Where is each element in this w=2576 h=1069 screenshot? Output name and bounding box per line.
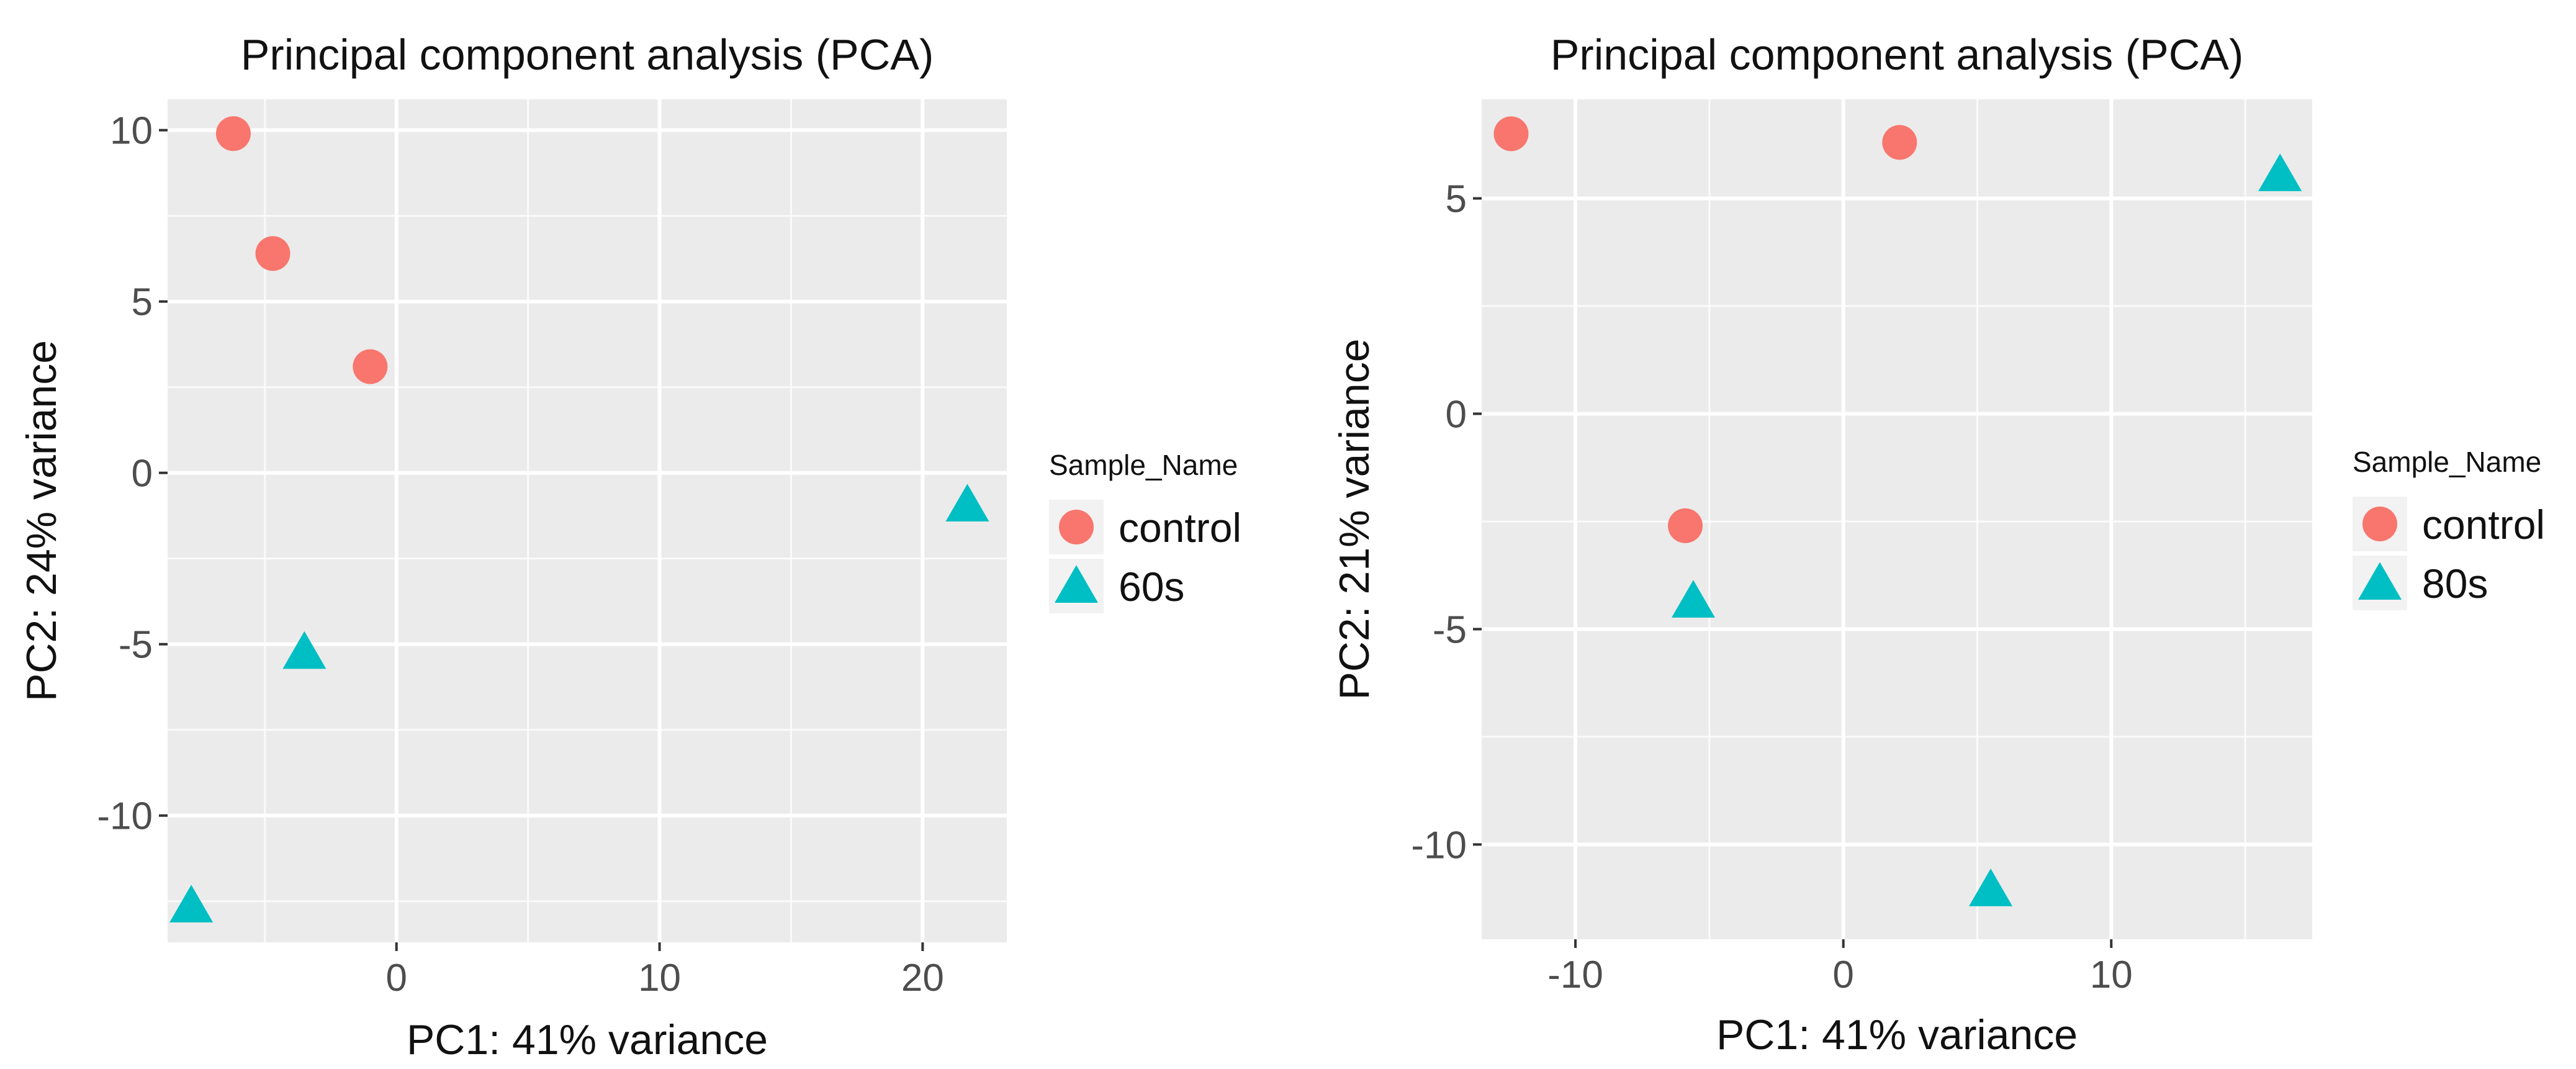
pca-chart-2: Principal component analysis (PCA) -10 0 10… <box>1331 30 2545 1058</box>
x-tick-label: 10 <box>638 957 681 999</box>
series-60s <box>169 484 989 922</box>
data-point-80s <box>1969 868 2013 906</box>
x-tick-label: 20 <box>901 957 944 999</box>
legend-key-80s <box>2358 562 2402 600</box>
data-point-control <box>353 349 388 384</box>
legend-label-control: control <box>1119 505 1241 551</box>
legend-key-60s <box>1055 565 1098 603</box>
y-tick-label: -5 <box>119 624 153 667</box>
y-tick-label: -5 <box>1433 608 1467 651</box>
y-tick-label: -10 <box>97 795 153 838</box>
data-point-80s <box>1671 580 1715 618</box>
y-axis-title: PC2: 21% variance <box>1331 338 1378 700</box>
legend-label-60s: 60s <box>1119 564 1184 610</box>
x-axis-title: PC1: 41% variance <box>407 1016 768 1063</box>
legend-label-control: control <box>2422 502 2545 548</box>
data-point-60s <box>169 885 214 922</box>
y-tick-label: -10 <box>1411 824 1467 867</box>
data-point-60s <box>282 631 327 669</box>
data-point-80s <box>2258 153 2302 191</box>
data-point-control <box>215 116 251 151</box>
plot-panel <box>168 99 1007 942</box>
pca-chart-1: Principal component analysis (PCA) 0 10 20 -… <box>18 30 1241 1063</box>
y-axis-title: PC2: 24% variance <box>18 340 65 701</box>
x-tick-label: 0 <box>1832 954 1853 996</box>
series-control <box>215 116 388 384</box>
data-point-control <box>1668 508 1703 543</box>
plot-panel <box>1482 99 2312 939</box>
legend-label-80s: 80s <box>2422 561 2488 607</box>
y-tick-label: 5 <box>1446 178 1467 221</box>
data-point-control <box>1493 116 1529 151</box>
data-point-control <box>255 236 290 271</box>
x-axis-title: PC1: 41% variance <box>1716 1011 2078 1058</box>
legend-title: Sample_Name <box>1049 449 1238 481</box>
x-tick-label: 0 <box>385 957 407 999</box>
data-point-control <box>1882 125 1917 160</box>
data-point-60s <box>945 484 989 521</box>
series-80s <box>1671 153 2302 906</box>
y-tick-label: 0 <box>1446 394 1467 436</box>
chart-title: Principal component analysis (PCA) <box>1551 30 2244 79</box>
series-control <box>1493 116 1917 543</box>
x-tick-label: -10 <box>1547 954 1603 996</box>
y-tick-label: 10 <box>110 110 153 153</box>
x-tick-label: 10 <box>2090 954 2133 996</box>
legend-key-control <box>2362 507 2397 541</box>
legend-title: Sample_Name <box>2353 446 2541 478</box>
legend-key-control <box>1059 510 1094 544</box>
y-tick-label: 5 <box>132 281 153 324</box>
chart-title: Principal component analysis (PCA) <box>241 30 934 79</box>
y-tick-label: 0 <box>132 453 153 495</box>
